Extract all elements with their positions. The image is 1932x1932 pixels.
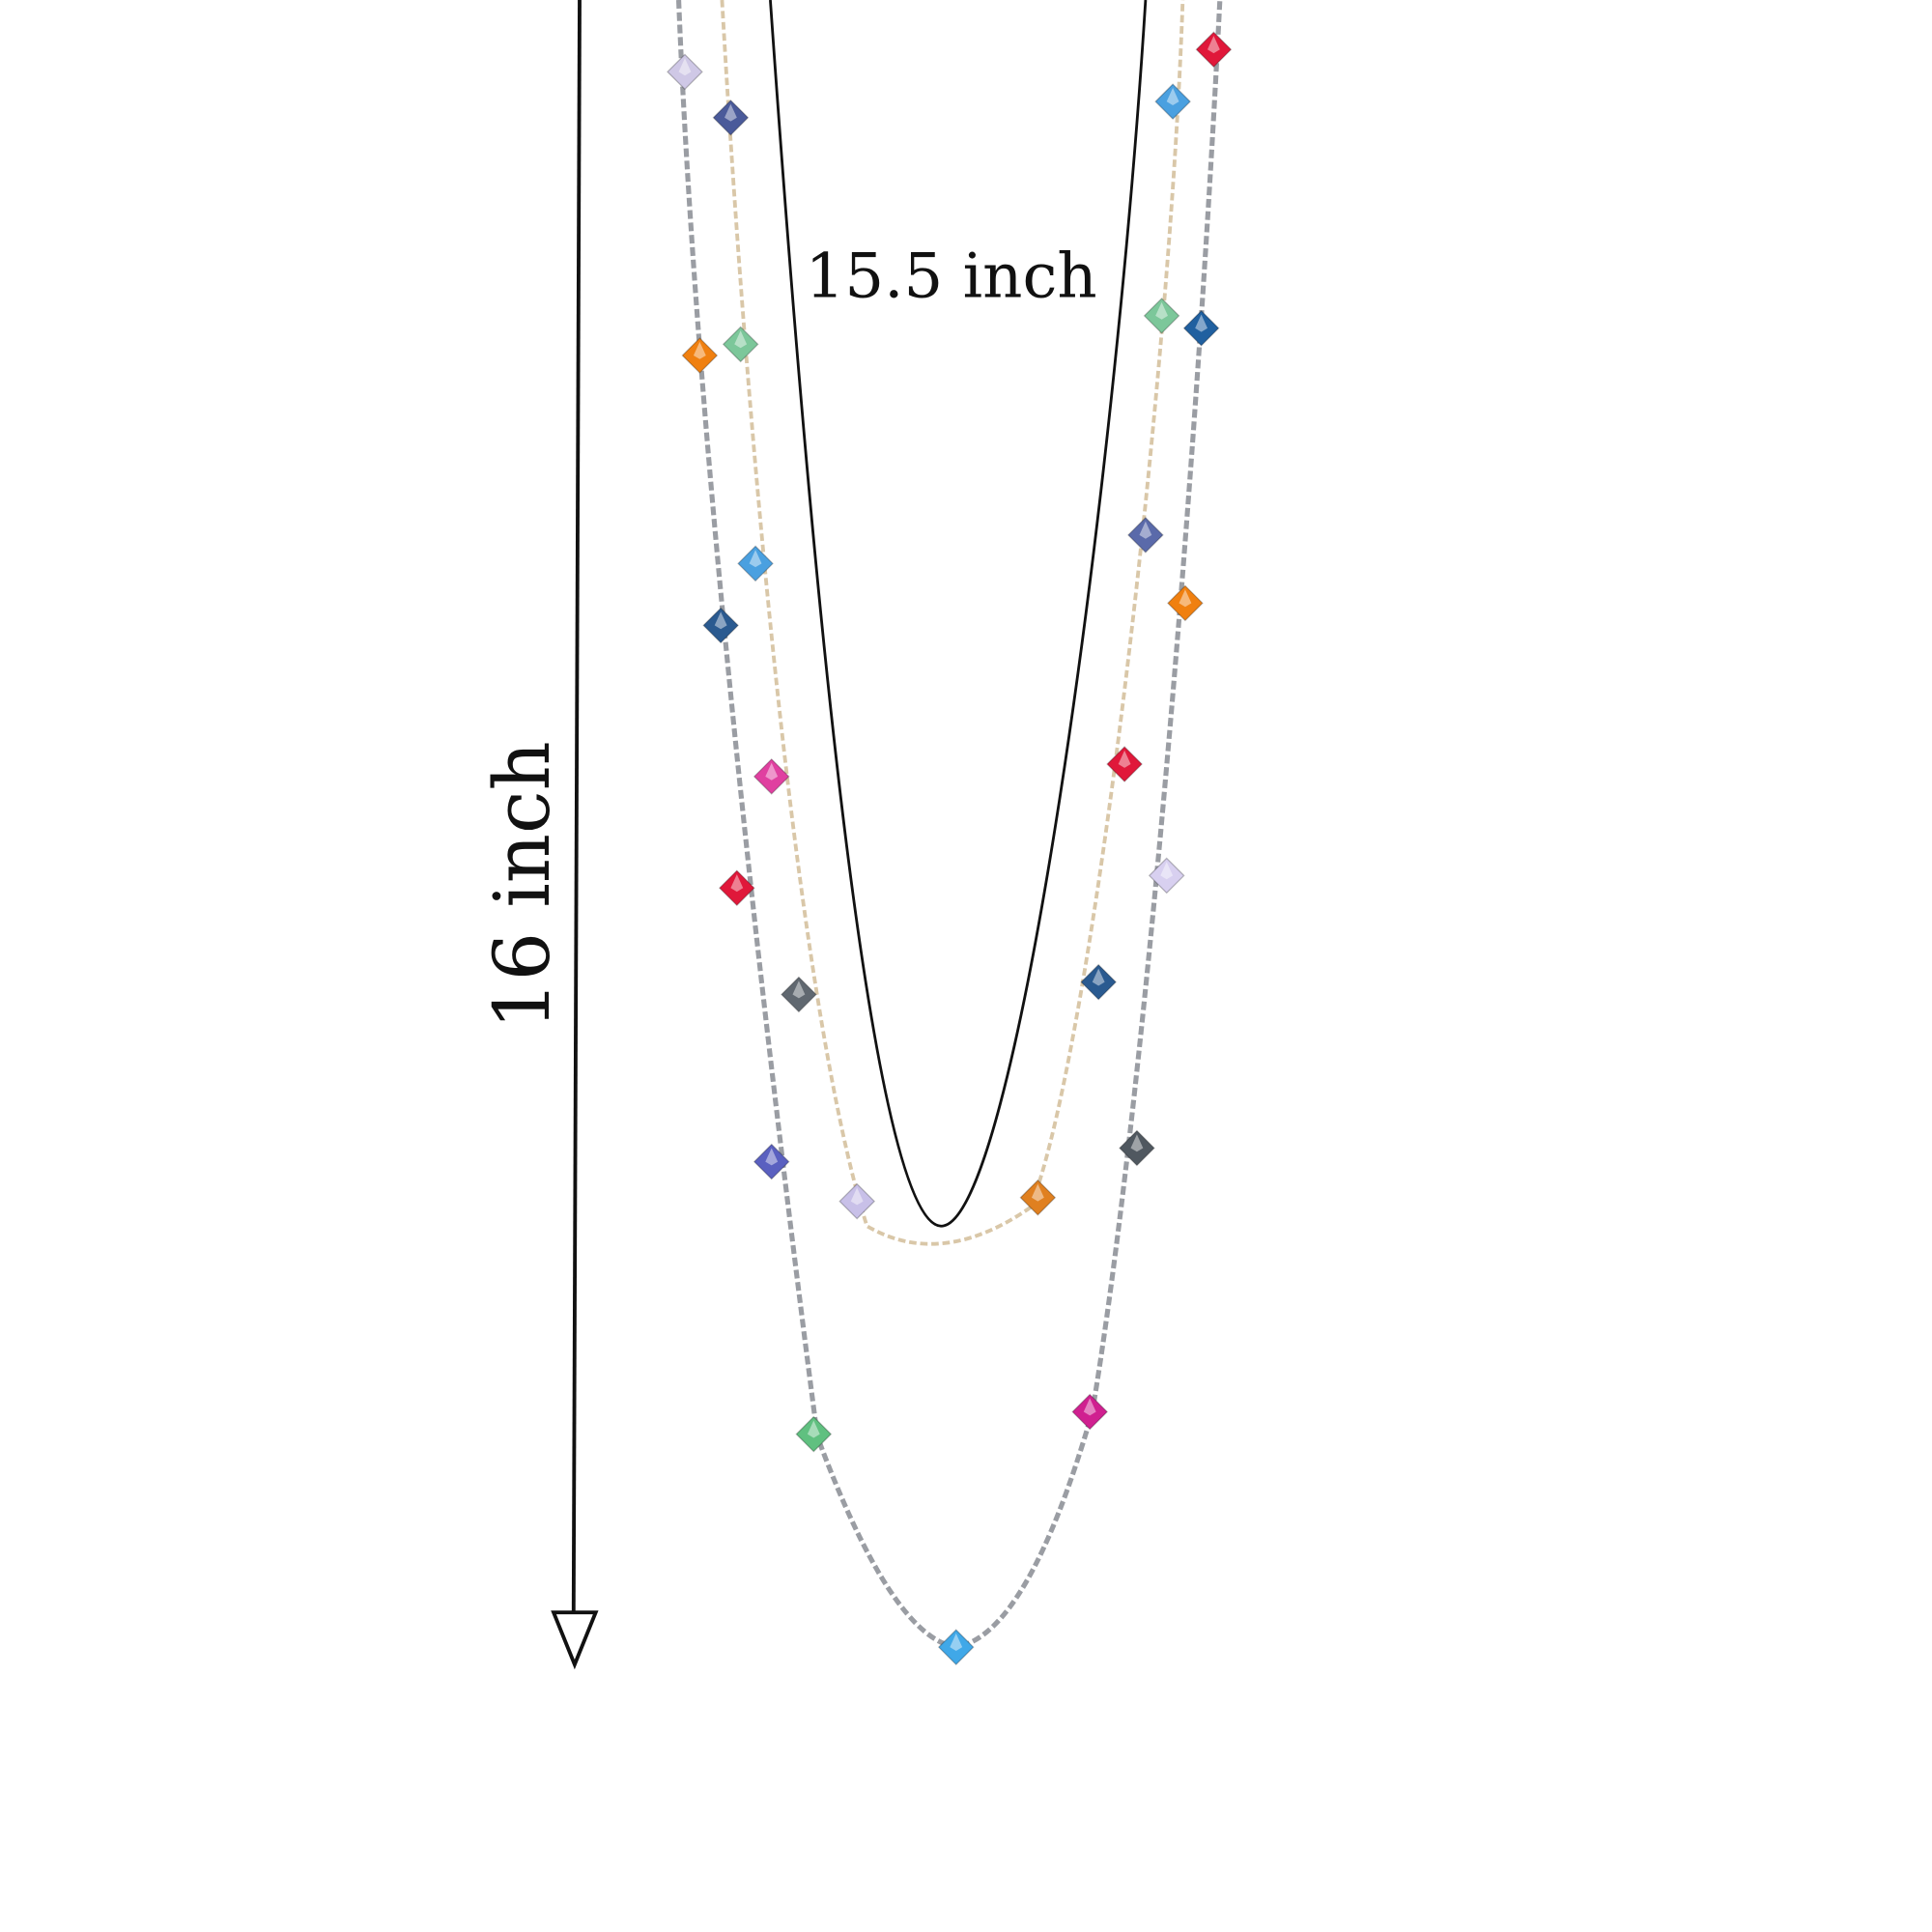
bead-highlight bbox=[693, 341, 706, 359]
bead-highlight bbox=[749, 550, 762, 568]
arrow-line bbox=[571, 0, 582, 1660]
bead-highlight bbox=[1160, 862, 1174, 880]
inner-length-label: 15.5 inch bbox=[806, 242, 1097, 313]
bead-highlight bbox=[734, 330, 748, 349]
bead-highlight bbox=[950, 1634, 963, 1651]
crystal-bead bbox=[1127, 516, 1164, 554]
bead-highlight bbox=[1031, 1183, 1044, 1202]
crystal-bead bbox=[681, 337, 719, 374]
bead-highlight bbox=[792, 980, 806, 999]
crystal-bead bbox=[937, 1629, 975, 1665]
crystal-bead bbox=[667, 53, 703, 91]
measure-arrow bbox=[551, 0, 599, 1670]
bead-highlight bbox=[1208, 36, 1220, 54]
crystal-bead bbox=[1119, 1129, 1155, 1167]
crystal-bead bbox=[838, 1182, 876, 1220]
crystal-bead bbox=[712, 99, 750, 136]
crystal-bead bbox=[1148, 857, 1185, 895]
bead-highlight bbox=[1195, 314, 1208, 332]
crystal-bead bbox=[753, 1143, 790, 1180]
bead-highlight bbox=[765, 1148, 779, 1166]
bead-highlight bbox=[714, 611, 727, 630]
bead-highlight bbox=[1130, 1134, 1144, 1152]
bead-highlight bbox=[1083, 1398, 1096, 1416]
crystal-bead bbox=[722, 326, 759, 363]
bead-highlight bbox=[1155, 301, 1168, 320]
bead-highlight bbox=[1092, 968, 1105, 986]
bead-highlight bbox=[678, 58, 692, 76]
crystal-bead bbox=[1071, 1393, 1109, 1431]
crystal-bead bbox=[753, 757, 790, 795]
arrow-head bbox=[551, 1610, 599, 1670]
crystal-bead bbox=[1019, 1179, 1057, 1216]
crystal-bead bbox=[1182, 309, 1220, 347]
bead-highlight bbox=[850, 1187, 864, 1206]
bead-highlight bbox=[1166, 88, 1179, 105]
crystal-bead bbox=[1154, 83, 1191, 120]
bead-highlight bbox=[807, 1420, 820, 1438]
bead-highlight bbox=[1139, 521, 1152, 539]
crystal-bead bbox=[1080, 963, 1118, 1001]
bead-highlight bbox=[1118, 750, 1131, 768]
crystal-bead bbox=[1143, 298, 1180, 334]
crystal-bead bbox=[737, 545, 774, 582]
bead-highlight bbox=[730, 874, 744, 893]
wire-necklace bbox=[769, 0, 1148, 1228]
beads bbox=[667, 31, 1233, 1665]
bead-highlight bbox=[1179, 589, 1192, 608]
crystal-bead bbox=[702, 607, 740, 644]
crystal-bead bbox=[1106, 746, 1143, 782]
bead-highlight bbox=[765, 762, 779, 781]
bead-highlight bbox=[724, 103, 737, 122]
crystal-bead bbox=[795, 1415, 833, 1453]
crystal-bead bbox=[1167, 584, 1204, 622]
crystal-bead bbox=[781, 976, 817, 1013]
crystal-bead bbox=[1195, 31, 1233, 69]
crystal-bead bbox=[718, 869, 755, 907]
outer-length-label: 16 inch bbox=[477, 741, 567, 1030]
